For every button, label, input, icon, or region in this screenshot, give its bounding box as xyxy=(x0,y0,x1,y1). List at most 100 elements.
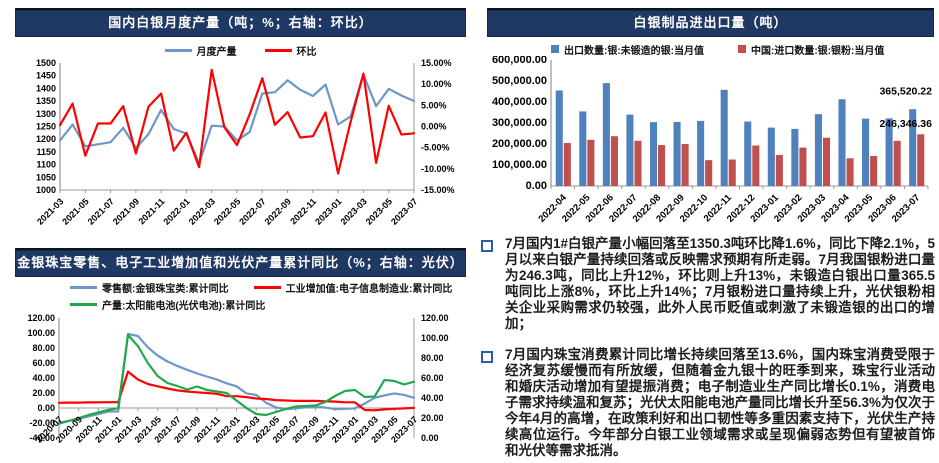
legend-jewelry-pv-row2: 产量:太阳能电池(光伏电池):累计同比 xyxy=(15,297,466,312)
legend-label: 零售额:金银珠宝类:累计同比 xyxy=(102,283,229,295)
svg-text:-40.00: -40.00 xyxy=(29,433,55,443)
svg-text:0.00: 0.00 xyxy=(37,403,55,413)
svg-text:15.00%: 15.00% xyxy=(421,58,452,68)
svg-text:1300: 1300 xyxy=(36,109,56,119)
legend-line-swatch-icon xyxy=(264,48,292,52)
svg-text:1500: 1500 xyxy=(36,58,56,68)
svg-text:5.00%: 5.00% xyxy=(421,100,447,110)
svg-text:600,000.00: 600,000.00 xyxy=(492,56,547,66)
svg-text:2022-05: 2022-05 xyxy=(212,196,242,226)
silver_trade-svg: 0.00 100,000.00 200,000.00 300,000.00 400,00… xyxy=(492,54,932,225)
svg-text:1450: 1450 xyxy=(36,71,56,81)
panel-commentary: 7月国内1#白银产量小幅回落至1350.3吨环比降1.6%，同比下降2.1%，5… xyxy=(479,236,935,463)
svg-text:2021-03: 2021-03 xyxy=(35,196,65,226)
svg-text:10.00%: 10.00% xyxy=(421,79,452,89)
legend-silver-trade: 出口数量:银:未锻造的银:当月值 中国:进口数量:银:银粉:当月值 xyxy=(487,42,934,57)
legend-item: 产量:太阳能电池(光伏电池):累计同比 xyxy=(70,297,265,312)
svg-text:400,000.00: 400,000.00 xyxy=(492,96,547,108)
svg-text:0.00%: 0.00% xyxy=(421,122,447,132)
svg-text:100,000.00: 100,000.00 xyxy=(492,159,547,171)
svg-text:1050: 1050 xyxy=(36,172,56,182)
svg-text:-15.00%: -15.00% xyxy=(421,185,455,195)
svg-text:365,520.22: 365,520.22 xyxy=(879,86,932,98)
svg-text:2021-09: 2021-09 xyxy=(111,196,141,226)
legend-item: 中国:进口数量:银:银粉:当月值 xyxy=(738,42,884,57)
svg-text:80.00: 80.00 xyxy=(32,343,55,353)
legend-jewelry-pv-row1: 零售额:金银珠宝类:累计同比 工业增加值:电子信息制造业:累计同比 xyxy=(15,280,466,295)
svg-text:2023-03: 2023-03 xyxy=(338,196,368,226)
svg-text:1000: 1000 xyxy=(36,185,56,195)
legend-item: 环比 xyxy=(264,43,317,58)
svg-text:2022-03: 2022-03 xyxy=(187,196,217,226)
chart-title-silver-production: 国内白银月度产量（吨；%；右轴：环比） xyxy=(15,8,466,37)
svg-text:200,000.00: 200,000.00 xyxy=(492,138,547,150)
svg-text:1400: 1400 xyxy=(36,83,56,93)
svg-text:2023-07: 2023-07 xyxy=(389,196,419,226)
chart-silver-production: 1000 1050 1100 1150 1200 1250 1300 1350 1400 1450… xyxy=(15,57,466,242)
square-bullet-icon xyxy=(481,240,493,252)
legend-line-swatch-icon xyxy=(164,48,192,52)
legend-label: 环比 xyxy=(296,46,317,58)
svg-text:60.00: 60.00 xyxy=(421,373,444,383)
chart-silver-trade: 0.00 100,000.00 200,000.00 300,000.00 400,00… xyxy=(487,54,934,243)
svg-text:2021-05: 2021-05 xyxy=(60,196,90,226)
commentary-text-1: 7月国内1#白银产量小幅回落至1350.3吨环比降1.6%，同比下降2.1%，5… xyxy=(505,236,935,331)
legend-item: 月度产量 xyxy=(164,43,237,58)
svg-text:80.00: 80.00 xyxy=(421,353,444,363)
svg-text:-10.00%: -10.00% xyxy=(421,164,455,174)
square-bullet-icon xyxy=(481,351,493,363)
svg-text:60.00: 60.00 xyxy=(32,358,55,368)
commentary-text-2: 7月国内珠宝消费累计同比增长持续回落至13.6%，国内珠宝消费受限于经济复苏缓慢… xyxy=(505,347,935,458)
jewelry_pv-svg: -40.00 -20.00 0.00 20.00 40.00 60.00 80.00 100.… xyxy=(27,313,449,445)
legend-line-swatch-icon xyxy=(70,302,97,306)
legend-item: 工业增加值:电子信息制造业:累计同比 xyxy=(253,280,453,295)
svg-text:2023-05: 2023-05 xyxy=(364,196,394,226)
svg-text:1150: 1150 xyxy=(36,147,56,157)
panel-jewelry-pv: 金银珠宝零售、电子工业增加值和光伏产量累计同比（%；右轴：光伏） 零售额:金银珠… xyxy=(15,248,466,463)
svg-text:20.00: 20.00 xyxy=(421,413,444,423)
silver_production-svg: 1000 1050 1100 1150 1200 1250 1300 1350 1400 1450… xyxy=(35,58,455,227)
svg-text:0.00: 0.00 xyxy=(421,433,439,443)
legend-label: 产量:太阳能电池(光伏电池):累计同比 xyxy=(102,300,266,312)
commentary-bullet-1: 7月国内1#白银产量小幅回落至1350.3吨环比降1.6%，同比下降2.1%，5… xyxy=(479,236,935,332)
chart-jewelry-pv: -40.00 -20.00 0.00 20.00 40.00 60.00 80.00 100.… xyxy=(15,311,466,463)
svg-text:500,000.00: 500,000.00 xyxy=(492,75,547,87)
svg-text:2023-01: 2023-01 xyxy=(313,196,343,226)
svg-text:40.00: 40.00 xyxy=(421,393,444,403)
commentary-bullet-2: 7月国内珠宝消费累计同比增长持续回落至13.6%，国内珠宝消费受限于经济复苏缓慢… xyxy=(479,347,935,459)
svg-text:-20.00: -20.00 xyxy=(29,418,55,428)
svg-text:100.00: 100.00 xyxy=(421,333,449,343)
svg-text:20.00: 20.00 xyxy=(32,388,55,398)
legend-line-swatch-icon xyxy=(70,285,97,289)
legend-line-swatch-icon xyxy=(253,285,281,289)
legend-label: 月度产量 xyxy=(196,46,237,58)
legend-square-swatch-icon xyxy=(551,45,559,53)
svg-text:-5.00%: -5.00% xyxy=(421,143,450,153)
chart-title-jewelry-pv: 金银珠宝零售、电子工业增加值和光伏产量累计同比（%；右轴：光伏） xyxy=(15,248,466,277)
legend-square-swatch-icon xyxy=(738,45,746,53)
legend-label: 工业增加值:电子信息制造业:累计同比 xyxy=(285,283,453,295)
svg-text:2022-07: 2022-07 xyxy=(237,196,267,226)
svg-text:0.00: 0.00 xyxy=(526,180,547,192)
svg-text:120.00: 120.00 xyxy=(27,313,55,323)
svg-text:100.00: 100.00 xyxy=(27,328,55,338)
legend-label: 中国:进口数量:银:银粉:当月值 xyxy=(751,45,885,57)
svg-text:1350: 1350 xyxy=(36,96,56,106)
svg-text:1200: 1200 xyxy=(36,134,56,144)
svg-text:2021-07: 2021-07 xyxy=(86,196,116,226)
panel-silver-production: 国内白银月度产量（吨；%；右轴：环比） 月度产量 环比 1000 1050 1100 1… xyxy=(15,8,466,242)
legend-item: 零售额:金银珠宝类:累计同比 xyxy=(70,280,229,295)
svg-text:2022-11: 2022-11 xyxy=(288,196,318,226)
legend-silver-production: 月度产量 环比 xyxy=(15,43,466,58)
chart-title-silver-trade: 白银制品进出口量（吨） xyxy=(487,8,934,37)
panel-silver-trade: 白银制品进出口量（吨） 出口数量:银:未锻造的银:当月值 中国:进口数量:银:银粉… xyxy=(487,8,934,243)
svg-text:40.00: 40.00 xyxy=(32,373,55,383)
svg-text:2022-01: 2022-01 xyxy=(161,196,191,226)
legend-label: 出口数量:银:未锻造的银:当月值 xyxy=(564,45,704,57)
svg-text:2022-09: 2022-09 xyxy=(263,196,293,226)
svg-text:246,346.36: 246,346.36 xyxy=(879,118,932,130)
svg-text:2021-11: 2021-11 xyxy=(136,196,166,226)
legend-item: 出口数量:银:未锻造的银:当月值 xyxy=(551,42,704,57)
svg-text:1250: 1250 xyxy=(36,122,56,132)
